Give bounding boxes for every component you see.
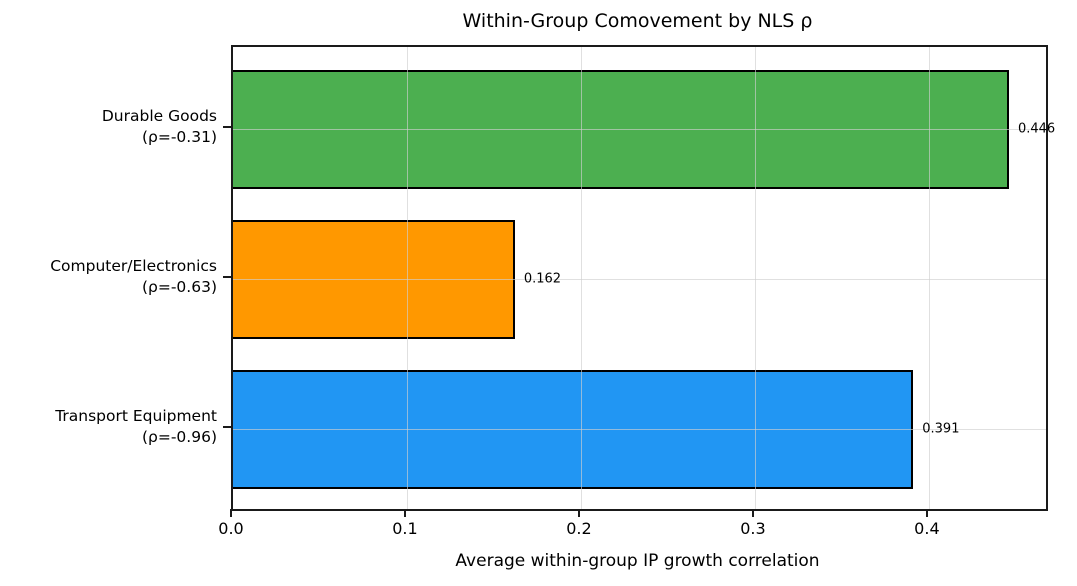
category-label: Transport Equipment [55,407,217,425]
bar-value-label: 0.391 [922,421,960,437]
y-tick-label: Transport Equipment (ρ=-0.96) [0,406,217,448]
gridline-vertical [406,47,408,509]
x-axis-tick [577,509,580,517]
y-tick-label: Durable Goods (ρ=-0.31) [0,106,217,148]
x-axis-tick [925,509,928,517]
x-tick-label: 0.2 [566,519,592,538]
category-sublabel: (ρ=-0.63) [141,278,217,296]
y-axis-tick [223,426,231,428]
x-axis-tick [751,509,754,517]
category-label: Computer/Electronics [50,257,217,275]
category-sublabel: (ρ=-0.31) [141,128,217,146]
gridline-horizontal [233,429,1046,430]
x-axis-tick [403,509,406,517]
x-tick-label: 0.1 [392,519,418,538]
y-axis-tick [223,126,231,128]
x-axis-tick [230,509,232,517]
bar-value-label: 0.162 [523,271,562,287]
plot-area: 0.446 0.162 0.391 [231,45,1055,511]
y-axis-tick [223,276,231,278]
x-tick-label: 0.3 [740,519,766,538]
gridline-horizontal [233,129,1046,130]
x-tick-label: 0.4 [914,519,940,538]
bar-value-label: 0.446 [1017,121,1056,137]
category-sublabel: (ρ=-0.96) [141,428,217,446]
x-tick-label: 0.0 [218,519,244,538]
category-label: Durable Goods [101,107,217,125]
gridline-vertical [754,47,756,509]
gridline-horizontal [233,279,1046,280]
y-tick-label: Computer/Electronics (ρ=-0.63) [0,256,217,298]
chart-title: Within-Group Comovement by NLS ρ [462,10,813,32]
x-axis-label: Average within-group IP growth correlati… [455,551,820,571]
gridline-vertical [928,47,930,509]
gridline-vertical [580,47,582,509]
